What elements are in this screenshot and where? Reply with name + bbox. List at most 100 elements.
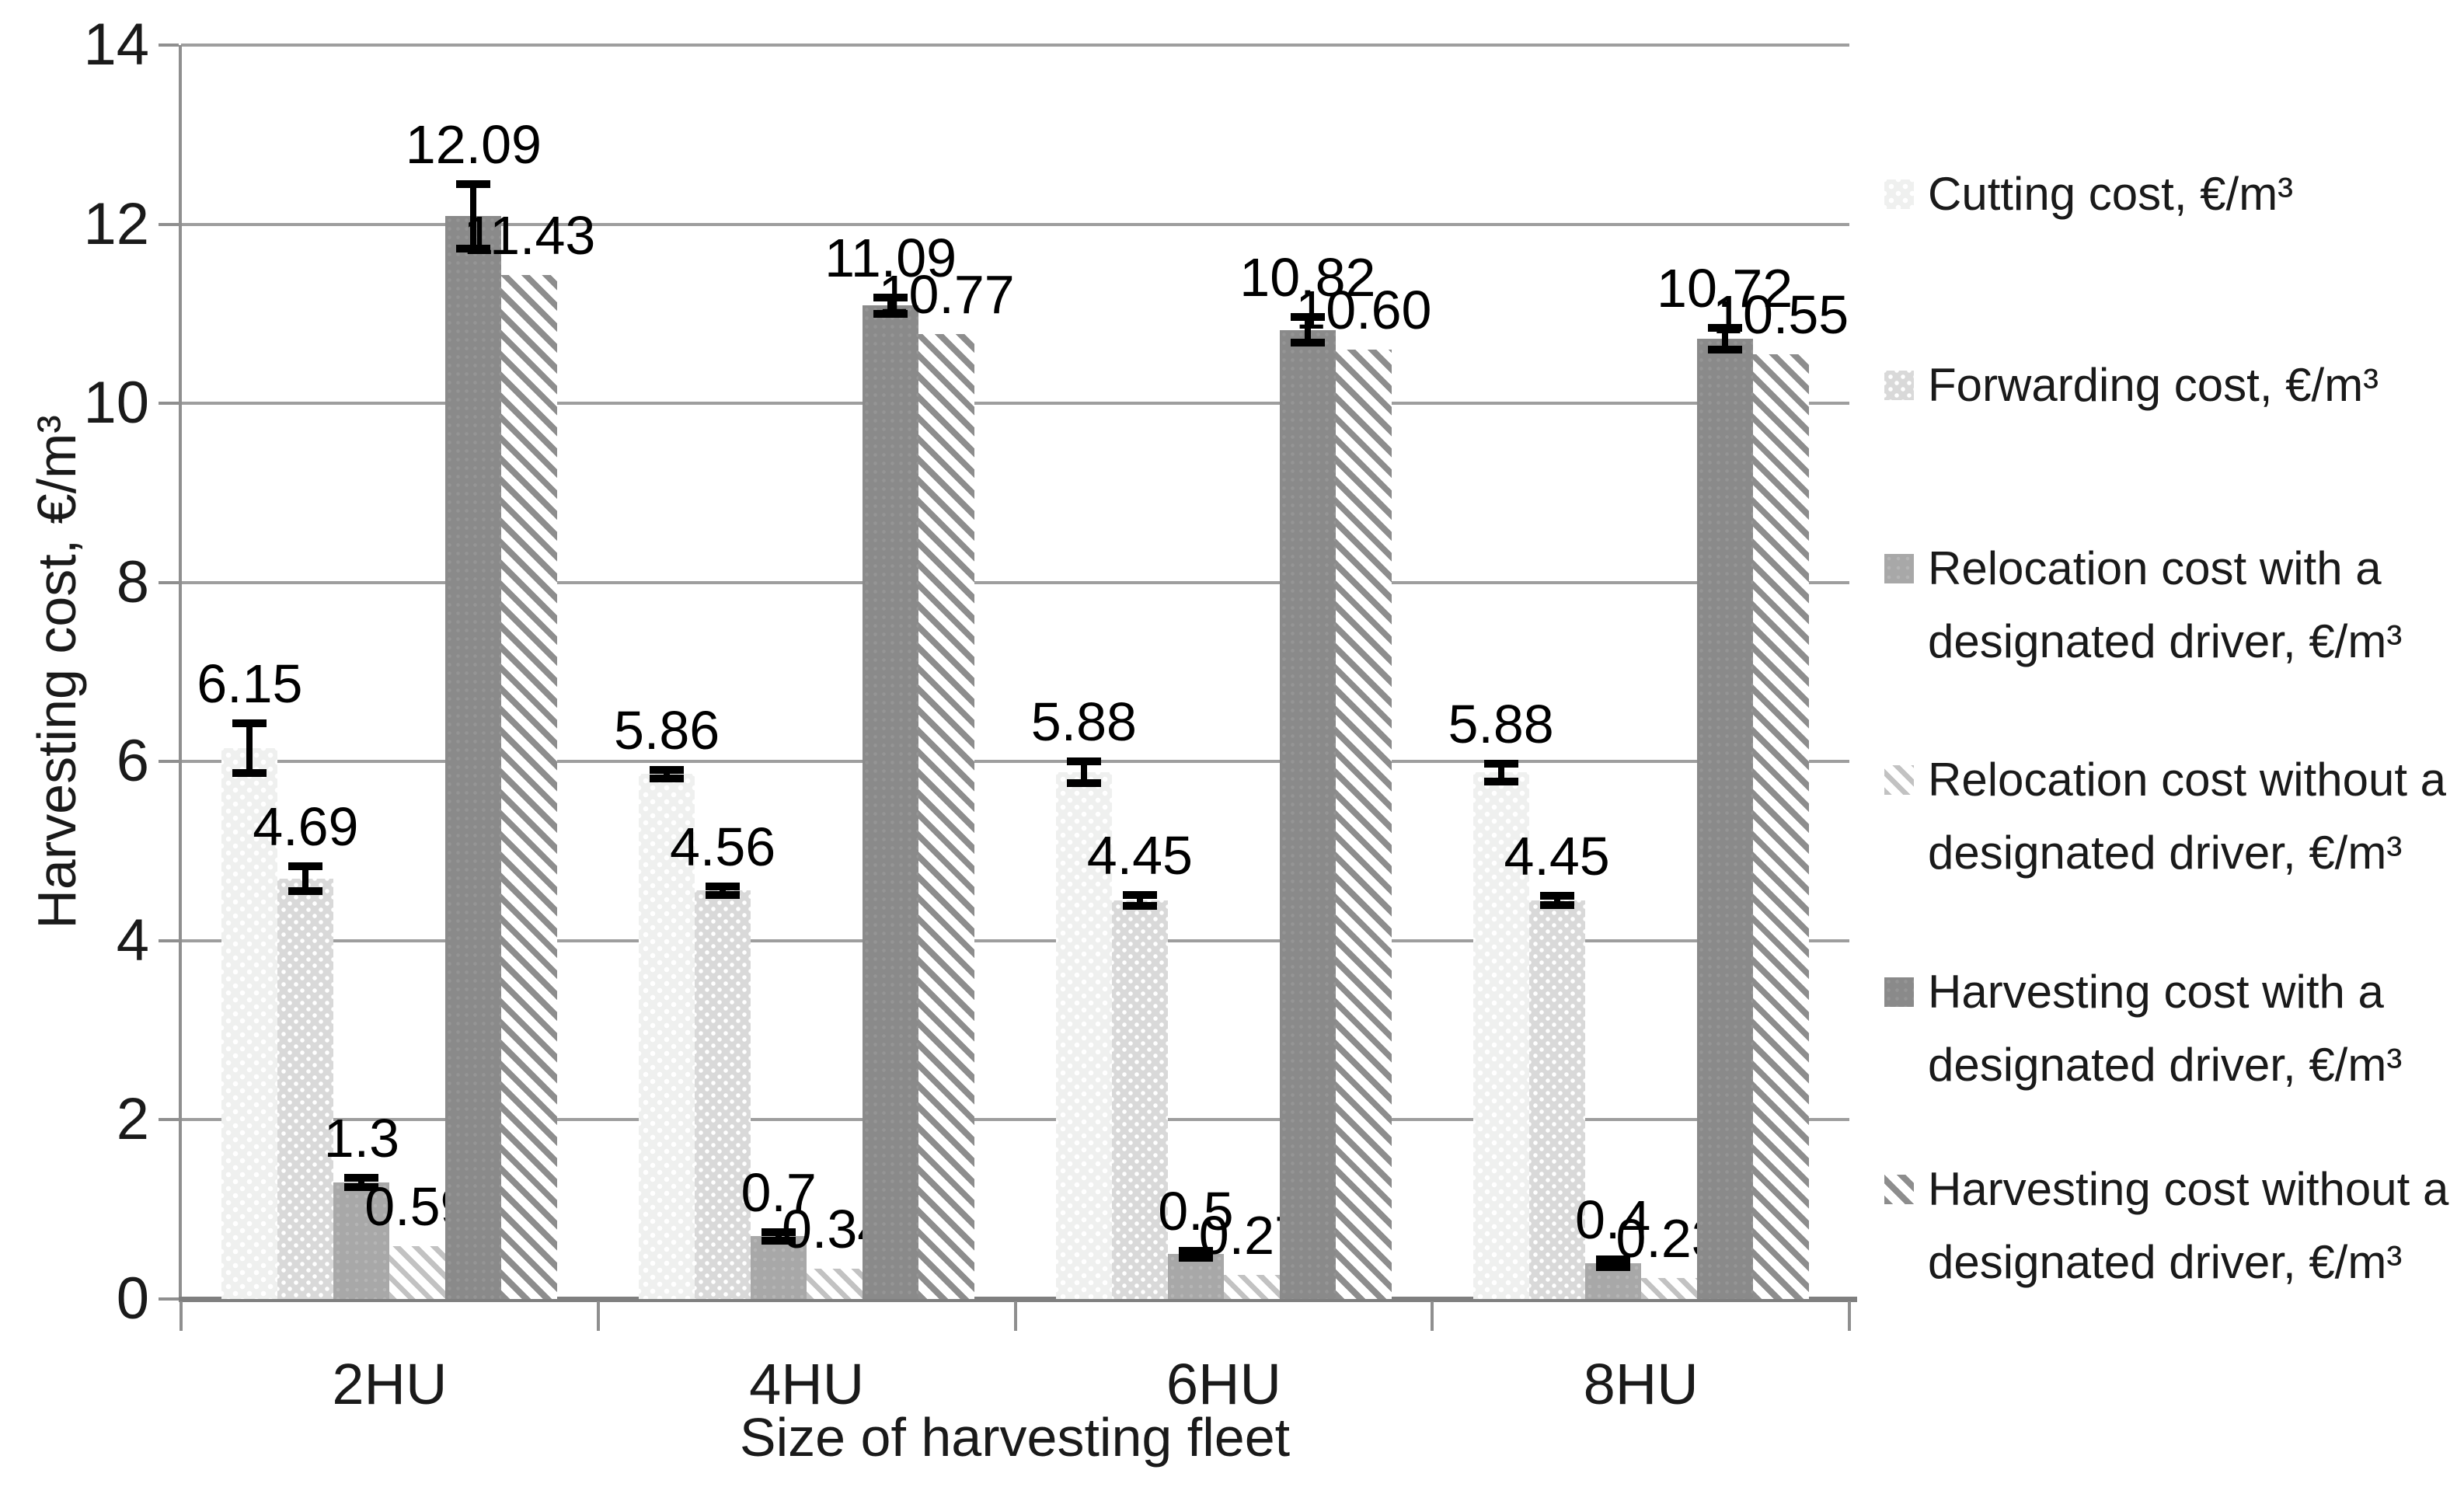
bar-harvesting-without-6HU — [1335, 349, 1392, 1299]
bar-harvesting-without-4HU — [918, 334, 975, 1299]
error-bar-cap-bottom — [762, 1237, 796, 1245]
error-bar-cap-bottom — [1539, 900, 1574, 909]
x-axis-tick — [1013, 1301, 1017, 1331]
y-tick-label: 0 — [116, 1266, 149, 1332]
error-bar-cap-top — [232, 719, 267, 727]
error-bar-line — [1080, 761, 1087, 783]
bar-forwarding-8HU — [1528, 900, 1585, 1299]
y-tick-label: 6 — [116, 728, 149, 795]
data-label-harvesting-with-4HU: 11.09 — [824, 228, 957, 289]
legend-label-line2: designated driver, €/m³ — [1928, 1236, 2403, 1288]
y-tick-label: 4 — [116, 907, 149, 973]
error-bar-cap-top — [1483, 759, 1518, 768]
data-label-cutting-2HU: 6.15 — [197, 653, 303, 714]
legend-swatch-harvesting-without — [1884, 1175, 1914, 1204]
error-bar-line — [1136, 895, 1143, 906]
y-axis-tick — [159, 44, 179, 47]
bar-harvesting-without-8HU — [1752, 353, 1809, 1299]
legend-swatch-harvesting-with — [1884, 977, 1914, 1007]
data-label-cutting-8HU: 5.88 — [1448, 693, 1554, 754]
y-axis-tick — [159, 222, 179, 226]
legend-swatch-cutting — [1884, 179, 1914, 209]
data-label-harvesting-without-6HU: 10.60 — [1295, 279, 1432, 340]
bar-relocation-without-6HU — [1223, 1274, 1280, 1299]
error-bar-line — [887, 298, 894, 314]
legend-item-relocation-without: Relocation cost without a designated driv… — [1884, 744, 2452, 890]
y-tick-label: 8 — [116, 548, 149, 615]
y-tick-label: 2 — [116, 1086, 149, 1153]
error-bar-cap-top — [1539, 892, 1574, 900]
y-tick-label: 10 — [83, 370, 149, 437]
bar-forwarding-6HU — [1111, 900, 1168, 1299]
legend-label-harvesting-without: Harvesting cost without a designated driv… — [1928, 1153, 2452, 1299]
data-label-forwarding-6HU: 4.45 — [1086, 825, 1193, 886]
bar-cutting-8HU — [1472, 772, 1529, 1299]
error-bar-cap-bottom — [650, 775, 685, 783]
error-bar-line — [358, 1178, 365, 1187]
data-label-relocation-with-8HU: 0.4 — [1574, 1189, 1651, 1251]
data-label-harvesting-with-8HU: 10.72 — [1657, 258, 1793, 319]
bar-cutting-6HU — [1055, 772, 1112, 1299]
legend-swatch-relocation-without — [1884, 765, 1914, 795]
legend-label-line1: Relocation cost with a — [1928, 542, 2382, 594]
error-bar-cap-top — [1707, 324, 1742, 333]
error-bar-cap-bottom — [344, 1182, 379, 1191]
error-bar-cap-bottom — [288, 887, 323, 896]
x-axis-title: Size of harvesting fleet — [739, 1407, 1291, 1468]
data-label-relocation-with-2HU: 1.3 — [323, 1108, 400, 1169]
y-axis-tick — [159, 402, 179, 406]
category-label-6HU: 6HU — [1166, 1352, 1281, 1416]
data-label-cutting-4HU: 5.86 — [614, 699, 720, 761]
legend-label-line1: Cutting cost, €/m³ — [1928, 168, 2294, 220]
y-axis-tick — [159, 1118, 179, 1122]
error-bar-cap-top — [288, 862, 323, 871]
bar-relocation-without-2HU — [389, 1245, 446, 1299]
error-bar-cap-bottom — [232, 769, 267, 778]
legend-label-line1: Forwarding cost, €/m³ — [1928, 359, 2379, 411]
error-bar-line — [720, 886, 727, 896]
y-axis-tick — [159, 760, 179, 764]
x-axis-tick — [179, 1301, 183, 1331]
error-bar-line — [775, 1231, 782, 1241]
bar-harvesting-with-2HU — [445, 216, 502, 1299]
legend-label-line1: Harvesting cost with a — [1928, 966, 2384, 1018]
category-label-8HU: 8HU — [1583, 1352, 1699, 1416]
data-label-relocation-with-6HU: 0.5 — [1158, 1180, 1234, 1241]
error-bar-cap-bottom — [1122, 901, 1157, 910]
legend-label-relocation-without: Relocation cost without a designated driv… — [1928, 744, 2452, 890]
error-bar-cap-bottom — [1066, 778, 1101, 787]
gridline — [181, 760, 1849, 764]
error-bar-cap-top — [1290, 313, 1325, 322]
bar-harvesting-with-6HU — [1279, 329, 1336, 1299]
x-axis-tick — [1848, 1301, 1851, 1331]
error-bar-cap-top — [1122, 891, 1157, 900]
x-axis-tick — [596, 1301, 600, 1331]
legend-item-cutting: Cutting cost, €/m³ — [1884, 158, 2452, 231]
error-bar-cap-top — [873, 294, 908, 302]
category-label-4HU: 4HU — [749, 1352, 865, 1416]
gridline — [181, 222, 1849, 226]
error-bar-line — [302, 866, 309, 892]
legend-label-line2: designated driver, €/m³ — [1928, 615, 2403, 667]
data-label-forwarding-2HU: 4.69 — [253, 796, 359, 858]
bar-forwarding-2HU — [277, 879, 334, 1299]
y-axis-title: Harvesting cost, €/m³ — [26, 415, 87, 929]
error-bar-cap-top — [1066, 757, 1101, 766]
legend-label-relocation-with: Relocation cost with a designated driver,… — [1928, 532, 2452, 678]
error-bar-line — [1497, 763, 1504, 782]
error-bar-cap-top — [706, 882, 741, 890]
gridline — [181, 580, 1849, 584]
error-bar-line — [470, 183, 477, 249]
error-bar-cap-bottom — [873, 309, 908, 318]
y-axis-tick — [159, 580, 179, 584]
error-bar-cap-top — [1595, 1255, 1630, 1264]
error-bar-line — [1304, 317, 1311, 343]
data-label-harvesting-without-2HU: 11.43 — [463, 205, 596, 266]
data-label-harvesting-without-4HU: 10.77 — [878, 264, 1015, 326]
error-bar-cap-bottom — [1483, 777, 1518, 785]
x-axis-tick — [1431, 1301, 1434, 1331]
legend-swatch-forwarding — [1884, 371, 1914, 400]
legend-label-line2: designated driver, €/m³ — [1928, 1039, 2403, 1091]
data-label-forwarding-4HU: 4.56 — [670, 816, 776, 877]
